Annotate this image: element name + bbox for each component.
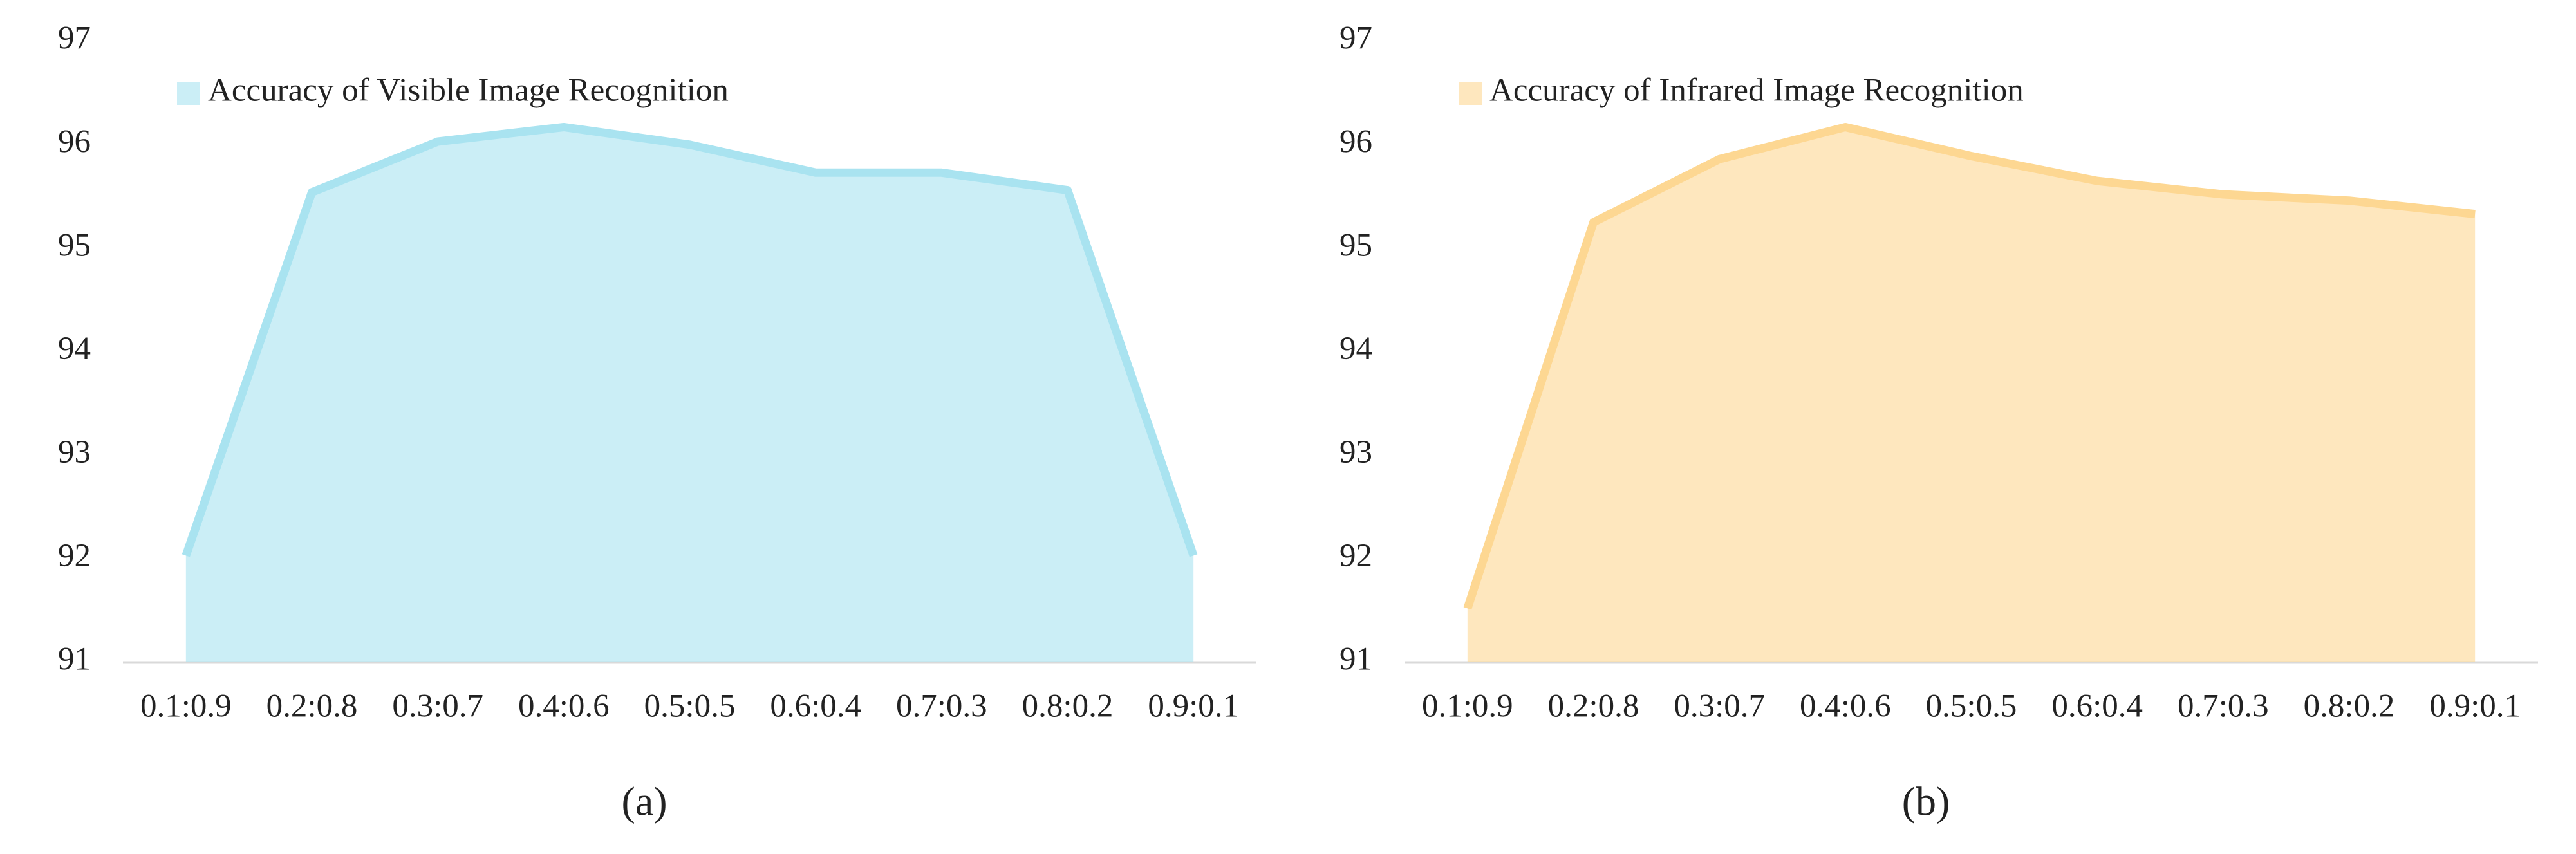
legend-swatch xyxy=(177,82,200,105)
y-tick-label: 91 xyxy=(1339,642,1372,678)
area-line xyxy=(1463,122,2476,610)
x-tick-label: 0.5:0.5 xyxy=(644,689,736,725)
y-tick-label: 92 xyxy=(58,538,91,574)
y-tick-label: 93 xyxy=(1339,434,1372,470)
x-tick-label: 0.3:0.7 xyxy=(392,689,483,725)
x-tick-label: 0.4:0.6 xyxy=(518,689,610,725)
y-tick-label: 95 xyxy=(1339,227,1372,263)
x-tick-label: 0.8:0.2 xyxy=(1022,689,1114,725)
y-tick-label: 94 xyxy=(1339,331,1372,367)
x-tick-label: 0.7:0.3 xyxy=(896,689,987,725)
x-tick-label: 0.6:0.4 xyxy=(2051,689,2143,725)
x-tick-label: 0.1:0.9 xyxy=(140,689,232,725)
y-tick-label: 94 xyxy=(58,331,91,367)
legend-swatch xyxy=(1459,82,1482,105)
caption: (a) xyxy=(622,779,667,824)
x-tick-label: 0.7:0.3 xyxy=(2178,689,2269,725)
x-tick-label: 0.6:0.4 xyxy=(770,689,861,725)
area-fill xyxy=(1467,127,2476,662)
y-tick-label: 97 xyxy=(58,21,91,57)
area-fill xyxy=(185,127,1194,662)
y-tick-label: 95 xyxy=(58,227,91,263)
x-tick-label: 0.1:0.9 xyxy=(1422,689,1513,725)
x-tick-label: 0.9:0.1 xyxy=(2429,689,2521,725)
x-tick-label: 0.4:0.6 xyxy=(1800,689,1891,725)
legend-label: Accuracy of Infrared Image Recognition xyxy=(1489,73,2024,109)
x-tick-label: 0.3:0.7 xyxy=(1674,689,1765,725)
area-line xyxy=(182,122,1198,557)
y-tick-label: 97 xyxy=(1339,21,1372,57)
x-tick-label: 0.5:0.5 xyxy=(1926,689,2017,725)
x-tick-label: 0.8:0.2 xyxy=(2304,689,2395,725)
caption: (b) xyxy=(1902,779,1950,824)
legend-label: Accuracy of Visible Image Recognition xyxy=(208,73,729,109)
x-tick-label: 0.9:0.1 xyxy=(1148,689,1239,725)
y-tick-label: 91 xyxy=(58,642,91,678)
y-tick-label: 96 xyxy=(1339,124,1372,160)
x-tick-label: 0.2:0.8 xyxy=(266,689,358,725)
y-tick-label: 93 xyxy=(58,434,91,470)
x-tick-label: 0.2:0.8 xyxy=(1548,689,1639,725)
y-tick-label: 96 xyxy=(58,124,91,160)
y-tick-label: 92 xyxy=(1339,538,1372,574)
